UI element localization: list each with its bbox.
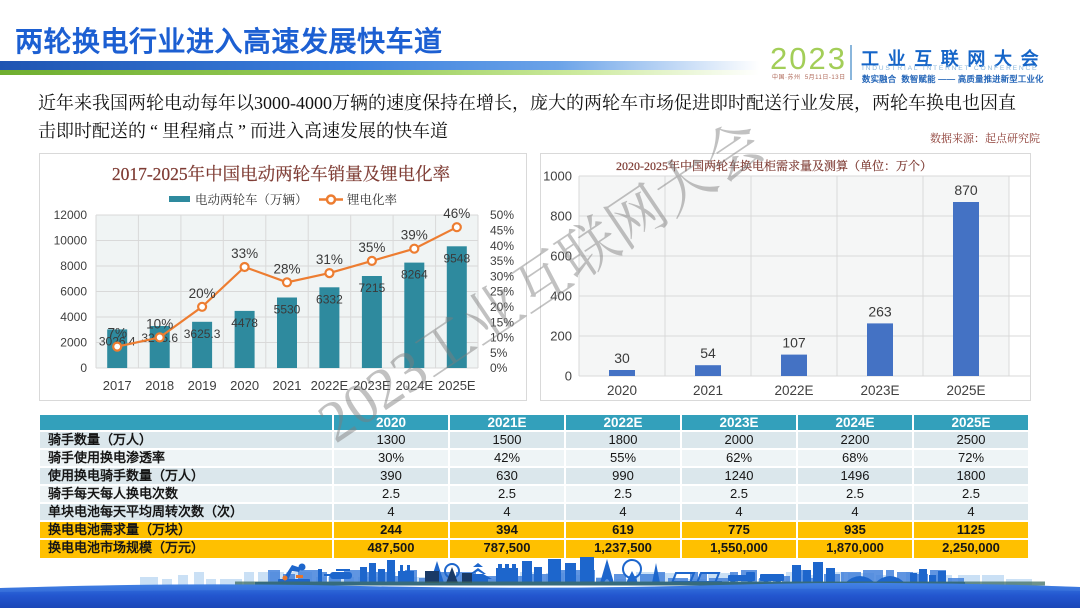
svg-text:2020-2025年中国两轮车换电柜需求量及测算（单位：万个: 2020-2025年中国两轮车换电柜需求量及测算（单位：万个） [616, 158, 932, 173]
svg-text:电动两轮车（万辆）: 电动两轮车（万辆） [195, 192, 308, 207]
svg-text:45%: 45% [490, 224, 514, 238]
svg-text:200: 200 [550, 329, 572, 344]
svg-text:2021: 2021 [273, 378, 302, 393]
svg-text:2017-2025年中国电动两轮车销量及锂电化率: 2017-2025年中国电动两轮车销量及锂电化率 [112, 164, 450, 184]
svg-text:20%: 20% [189, 286, 216, 301]
svg-text:25%: 25% [490, 285, 514, 299]
svg-text:2018: 2018 [145, 378, 174, 393]
svg-text:6000: 6000 [60, 285, 87, 299]
svg-text:600: 600 [550, 249, 572, 264]
svg-text:锂电化率: 锂电化率 [347, 192, 398, 207]
svg-text:2023E: 2023E [353, 378, 391, 393]
svg-text:30: 30 [614, 350, 630, 366]
svg-text:35%: 35% [358, 240, 385, 255]
svg-text:0: 0 [565, 369, 572, 384]
svg-text:4478: 4478 [231, 316, 258, 330]
svg-text:0: 0 [80, 361, 87, 375]
svg-text:7%: 7% [107, 326, 127, 341]
svg-text:15%: 15% [490, 315, 514, 329]
svg-text:1000: 1000 [543, 169, 572, 184]
svg-text:870: 870 [954, 182, 978, 198]
svg-text:2000: 2000 [60, 336, 87, 350]
svg-text:2021: 2021 [693, 383, 723, 398]
svg-text:2020: 2020 [230, 378, 259, 393]
svg-text:263: 263 [868, 303, 892, 319]
svg-text:35%: 35% [490, 254, 514, 268]
svg-text:2020: 2020 [607, 383, 637, 398]
svg-text:800: 800 [550, 209, 572, 224]
svg-text:9548: 9548 [443, 251, 470, 265]
svg-text:40%: 40% [490, 239, 514, 253]
svg-text:46%: 46% [443, 206, 470, 221]
svg-text:0%: 0% [490, 361, 508, 375]
svg-text:2017: 2017 [103, 378, 132, 393]
svg-text:20%: 20% [490, 300, 514, 314]
svg-text:10%: 10% [146, 316, 173, 331]
svg-text:6332: 6332 [316, 292, 343, 306]
svg-text:5530: 5530 [274, 303, 301, 317]
svg-text:2022E: 2022E [311, 378, 349, 393]
svg-text:2019: 2019 [188, 378, 217, 393]
svg-text:33%: 33% [231, 246, 258, 261]
svg-text:7215: 7215 [359, 281, 386, 295]
svg-text:39%: 39% [401, 228, 428, 243]
svg-text:8000: 8000 [60, 259, 87, 273]
svg-text:12000: 12000 [54, 208, 88, 222]
svg-text:50%: 50% [490, 208, 514, 222]
svg-text:3625.3: 3625.3 [184, 327, 221, 341]
svg-text:30%: 30% [490, 269, 514, 283]
svg-text:10%: 10% [490, 331, 514, 345]
svg-text:10000: 10000 [54, 234, 88, 248]
svg-text:400: 400 [550, 289, 572, 304]
svg-text:28%: 28% [273, 261, 300, 276]
svg-text:2024E: 2024E [396, 378, 434, 393]
svg-text:31%: 31% [316, 252, 343, 267]
svg-text:2025E: 2025E [946, 383, 985, 398]
svg-text:8264: 8264 [401, 268, 428, 282]
svg-text:5%: 5% [490, 346, 508, 360]
svg-text:107: 107 [782, 335, 806, 351]
svg-text:2025E: 2025E [438, 378, 476, 393]
svg-text:4000: 4000 [60, 310, 87, 324]
svg-text:2022E: 2022E [774, 383, 813, 398]
svg-text:54: 54 [700, 345, 716, 361]
svg-text:2023E: 2023E [860, 383, 899, 398]
